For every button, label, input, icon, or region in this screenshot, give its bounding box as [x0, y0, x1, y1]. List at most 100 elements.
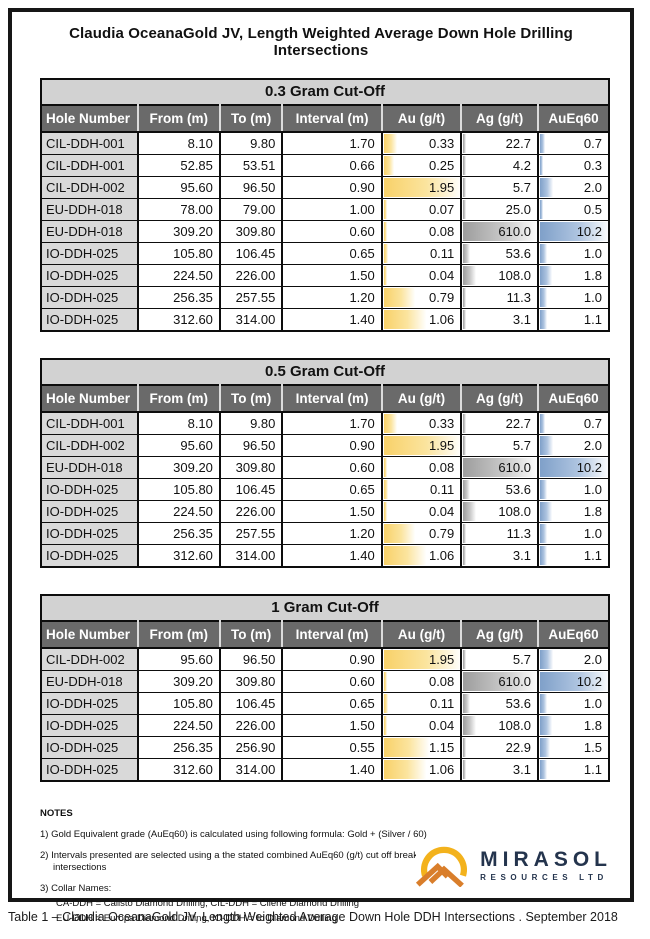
ag-data-bar: [463, 760, 467, 779]
aueq-cell: 0.7: [536, 131, 610, 155]
ag-value: 3.1: [512, 548, 531, 563]
column-header: AuEq60: [536, 385, 609, 413]
aueq-value: 1.8: [583, 504, 602, 519]
table-row: IO-DDH-025 105.80 106.45 0.65 0.11 53.6 1.0: [40, 242, 610, 265]
from-cell: 105.80: [136, 692, 221, 715]
column-header: Ag (g/t): [460, 105, 538, 133]
column-header: Hole Number: [41, 385, 138, 413]
ag-value: 11.3: [506, 526, 531, 541]
interval-cell: 0.60: [281, 456, 383, 479]
au-value: 1.06: [428, 548, 455, 563]
ag-data-bar: [463, 738, 467, 757]
hole-number-cell: IO-DDH-025: [40, 758, 139, 782]
hole-number-cell: CIL-DDH-002: [40, 176, 139, 199]
cutoff-title-band: 0.5 Gram Cut-Off: [40, 358, 610, 384]
au-data-bar: [383, 200, 387, 219]
ag-data-bar: [463, 134, 467, 153]
interval-cell: 1.20: [281, 522, 383, 545]
column-header: From (m): [136, 105, 220, 133]
ag-value: 3.1: [512, 312, 531, 327]
interval-cell: 0.90: [281, 434, 383, 457]
au-data-bar: [383, 502, 387, 521]
from-cell: 256.35: [136, 736, 221, 759]
ag-data-bar: [463, 716, 477, 735]
aueq-value: 1.1: [583, 762, 602, 777]
aueq-data-bar: [539, 156, 543, 175]
interval-cell: 1.40: [281, 758, 383, 782]
aueq-value: 10.2: [576, 460, 602, 475]
column-header: From (m): [136, 621, 220, 649]
ag-cell: 5.7: [460, 647, 539, 671]
aueq-value: 0.7: [583, 416, 602, 431]
ag-cell: 108.0: [460, 714, 539, 737]
table-row: CIL-DDH-002 95.60 96.50 0.90 1.95 5.7 2.0: [40, 434, 610, 457]
notes-heading: NOTES: [40, 808, 73, 819]
aueq-value: 1.0: [583, 696, 602, 711]
aueq-cell: 1.1: [536, 544, 610, 568]
column-header: Ag (g/t): [460, 385, 538, 413]
interval-cell: 0.60: [281, 220, 383, 243]
logo-company-name: MIRASOL: [480, 848, 612, 871]
hole-number-cell: CIL-DDH-001: [40, 411, 139, 435]
au-data-bar: [383, 266, 387, 285]
column-header: Hole Number: [41, 621, 138, 649]
to-cell: 106.45: [218, 692, 283, 715]
to-cell: 309.80: [218, 220, 283, 243]
hole-number-cell: EU-DDH-018: [40, 456, 139, 479]
interval-cell: 0.65: [281, 478, 383, 501]
aueq-value: 0.5: [583, 202, 602, 217]
ag-data-bar: [463, 244, 470, 263]
au-data-bar: [383, 546, 426, 565]
table-row: IO-DDH-025 312.60 314.00 1.40 1.06 3.1 1.1: [40, 308, 610, 332]
from-cell: 256.35: [136, 522, 221, 545]
interval-cell: 1.40: [281, 544, 383, 568]
to-cell: 9.80: [218, 411, 283, 435]
aueq-data-bar: [539, 694, 547, 713]
aueq-value: 1.0: [583, 246, 602, 261]
notes-section: NOTES 1) Gold Equivalent grade (AuEq60) …: [12, 808, 630, 925]
table-head: Hole Number From (m) To (m) Interval (m) Au …: [41, 105, 609, 133]
table-row: EU-DDH-018 309.20 309.80 0.60 0.08 610.0 10.2: [40, 220, 610, 243]
au-cell: 0.33: [380, 411, 462, 435]
ag-cell: 22.9: [460, 736, 539, 759]
aueq-value: 0.7: [583, 136, 602, 151]
column-header: From (m): [136, 385, 220, 413]
au-cell: 0.11: [380, 692, 462, 715]
header-row: Hole Number From (m) To (m) Interval (m) Au …: [41, 105, 609, 133]
ag-cell: 5.7: [460, 434, 539, 457]
aueq-data-bar: [539, 200, 544, 219]
ag-data-bar: [463, 672, 537, 691]
hole-number-cell: EU-DDH-018: [40, 220, 139, 243]
ag-value: 22.9: [505, 740, 531, 755]
from-cell: 8.10: [136, 131, 221, 155]
ag-cell: 5.7: [460, 176, 539, 199]
ag-data-bar: [463, 222, 537, 241]
ag-cell: 610.0: [460, 456, 539, 479]
from-cell: 309.20: [136, 670, 221, 693]
note-collar-names-label: 3) Collar Names:: [40, 883, 112, 894]
table-row: IO-DDH-025 256.35 257.55 1.20 0.79 11.3 1.0: [40, 522, 610, 545]
aueq-cell: 2.0: [536, 176, 610, 199]
aueq-cell: 1.5: [536, 736, 610, 759]
cutoff-title-band: 1 Gram Cut-Off: [40, 594, 610, 620]
ag-value: 53.6: [505, 482, 531, 497]
table-row: EU-DDH-018 309.20 309.80 0.60 0.08 610.0 10.2: [40, 456, 610, 479]
interval-cell: 1.20: [281, 286, 383, 309]
aueq-data-bar: [539, 288, 547, 307]
aueq-cell: 1.0: [536, 522, 610, 545]
aueq-value: 1.5: [583, 740, 602, 755]
aueq-data-bar: [539, 414, 545, 433]
interval-cell: 0.90: [281, 647, 383, 671]
ag-cell: 3.1: [460, 758, 539, 782]
au-cell: 0.07: [380, 198, 462, 221]
table-caption: Table 1 – Claudia OceanaGold JV, Length …: [8, 910, 618, 924]
cutoff-table: 1 Gram Cut-Off Hole Number From (m) To (m) I…: [40, 594, 610, 782]
to-cell: 314.00: [218, 308, 283, 332]
aueq-value: 2.0: [583, 652, 602, 667]
to-cell: 96.50: [218, 647, 283, 671]
au-cell: 0.08: [380, 670, 462, 693]
ag-data-bar: [463, 480, 470, 499]
collar-line-2: EU-DDH = Europa Diamond Drilling, IO-DDH…: [56, 913, 337, 924]
ag-value: 108.0: [498, 504, 531, 519]
from-cell: 312.60: [136, 308, 221, 332]
